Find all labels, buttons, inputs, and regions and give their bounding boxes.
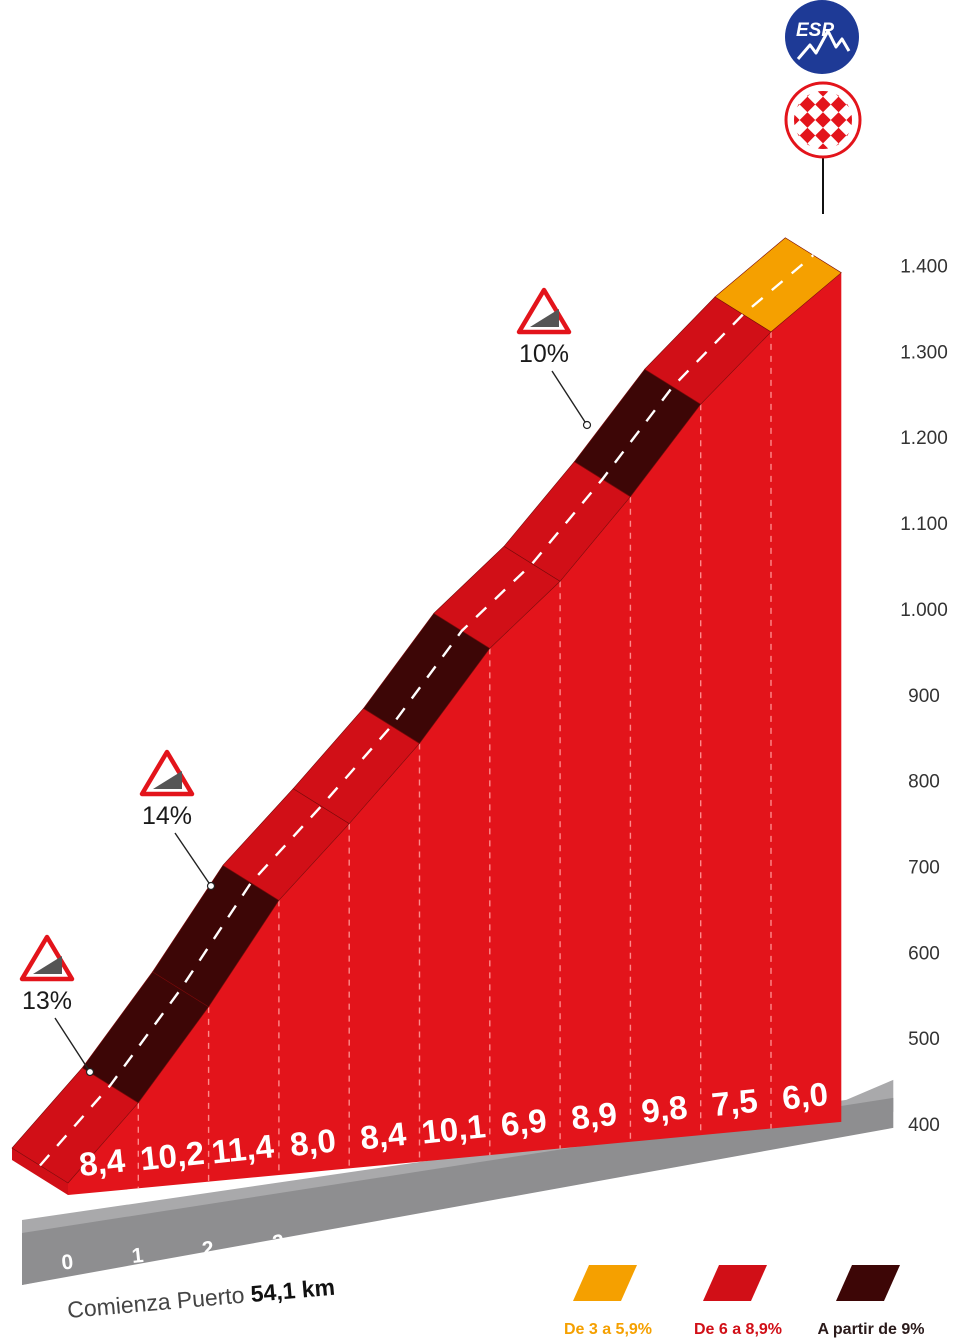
checker-square (861, 112, 865, 128)
elevation-area (68, 272, 842, 1195)
start-note: Comienza Puerto 54,1 km (66, 1274, 336, 1323)
gradient-label: 8,9 (569, 1095, 618, 1137)
gradient-labels: 8,4 10,2 11,4 8,0 8,4 10,1 6,9 8,9 9,8 7,5 6,0 (77, 1075, 829, 1183)
steepest-leader-line (54, 1017, 91, 1073)
elevation-tick-label: 1.200 (900, 428, 948, 449)
gradient-bands (11, 237, 842, 1184)
gradient-label: 8,4 (358, 1115, 408, 1157)
checker-square (753, 112, 769, 128)
legend-label: A partir de 9% (818, 1321, 925, 1338)
gradient-label: 6,9 (499, 1102, 548, 1144)
km-tick-label: 3 (271, 1231, 285, 1255)
elevation-tick-label: 1.000 (900, 600, 948, 621)
elevation-tick-label: 800 (908, 772, 940, 793)
steepest-label: 13% (22, 987, 72, 1015)
checker-square (781, 112, 785, 128)
km-tick-label: 0 (60, 1250, 74, 1274)
steepest-leader-line (174, 832, 212, 887)
road-centerline (39, 254, 815, 1167)
checker-square (830, 158, 847, 162)
legend-swatch (836, 1265, 900, 1301)
elevation-tick-label: 600 (908, 943, 940, 964)
start-note-value: 54,1 km (250, 1274, 336, 1307)
elevation-tick-label: 700 (908, 857, 940, 878)
checker-square (861, 127, 865, 144)
elevation-tick-label: 1.300 (900, 342, 948, 363)
km-tick-label: 11 (828, 1177, 853, 1202)
gradient-label: 9,8 (640, 1088, 689, 1130)
steepest-marker (206, 881, 216, 891)
checker-square (781, 96, 785, 113)
elevation-tick-label: 400 (908, 1115, 940, 1136)
start-note-prefix: Comienza Puerto (66, 1281, 252, 1323)
km-tick-label: 7 (552, 1204, 566, 1228)
steepest-marker (582, 420, 592, 430)
gradient-label: 8,0 (288, 1121, 337, 1163)
km-tick-label: 1 (131, 1244, 145, 1268)
elevation-tick-label: 1.400 (900, 257, 948, 278)
elevation-fill (12, 272, 842, 1195)
km-tick-label: 6 (482, 1211, 496, 1235)
mountain-icon (796, 29, 851, 60)
elevation-side (12, 1148, 68, 1195)
esp-badge (785, 0, 859, 74)
checker-square (781, 127, 785, 144)
steepest-marker (85, 1067, 95, 1077)
checker-square (877, 112, 893, 128)
checker-square (799, 158, 816, 162)
slope-icon (153, 771, 182, 789)
km-tick-label: 9 (693, 1191, 707, 1215)
gradient-label: 10,2 (138, 1134, 206, 1178)
gradient-label: 6,0 (780, 1075, 829, 1117)
steepest-label: 14% (142, 802, 192, 830)
elevation-tick-label: 500 (908, 1029, 940, 1050)
km-tick-label: 5 (412, 1217, 426, 1241)
gradient-label: 7,5 (710, 1082, 759, 1124)
km-tick-label: 10 (758, 1183, 784, 1208)
km-tick-label: 8 (623, 1197, 637, 1221)
summit-markers: ESP (753, 0, 893, 214)
elevation-tick-label: 900 (908, 686, 940, 707)
checker-square (861, 96, 865, 113)
legend-swatch (573, 1265, 637, 1301)
km-tick-label: 2 (201, 1237, 215, 1261)
legend-label: De 3 a 5,9% (564, 1321, 652, 1338)
legend-swatch (703, 1265, 767, 1301)
legend-label: De 6 a 8,9% (694, 1321, 782, 1338)
gradient-label: 10,1 (420, 1107, 488, 1151)
km-axis: 0 1 2 3 4 5 6 7 8 9 10 11 (60, 1177, 853, 1275)
steepest-leader-line (551, 370, 588, 426)
gradient-label: 8,4 (77, 1141, 127, 1183)
steepest-label: 10% (519, 340, 569, 368)
elevation-axis: 400 500 600 700 800 900 1.000 1.100 1.200 1.300 1.… (900, 257, 948, 1137)
gradient-label: 11,4 (210, 1127, 277, 1170)
slope-icon (33, 956, 62, 974)
legend: De 3 a 5,9% De 6 a 8,9% A partir de 9% Comi… (66, 1265, 925, 1338)
km-tick-label: 4 (342, 1224, 356, 1248)
baseline-face (22, 1097, 894, 1285)
elevation-tick-label: 1.100 (900, 514, 948, 535)
steepest-annotations: 13% 14% 10% (19, 287, 592, 1077)
slope-icon (530, 309, 559, 327)
